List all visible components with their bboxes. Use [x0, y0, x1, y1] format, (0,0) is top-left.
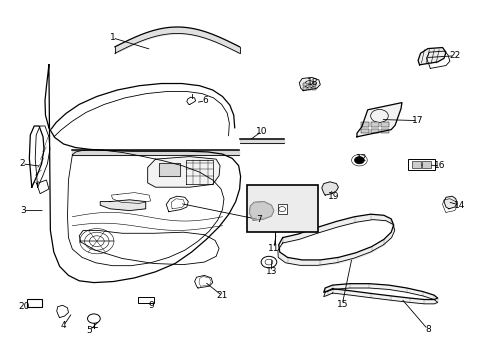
Text: 9: 9 [148, 302, 154, 310]
Text: 13: 13 [265, 267, 277, 276]
Bar [411, 161, 420, 168]
Text: 14: 14 [453, 201, 465, 210]
Bar [370, 129, 378, 133]
Bar [381, 122, 388, 127]
Polygon shape [417, 48, 445, 65]
Text: 5: 5 [86, 326, 92, 335]
Text: 18: 18 [306, 78, 318, 87]
Text: 3: 3 [20, 206, 26, 215]
Text: 21: 21 [216, 292, 228, 300]
Polygon shape [159, 163, 180, 176]
Bar [422, 161, 430, 168]
Bar [246, 185, 317, 232]
Text: 7: 7 [256, 215, 262, 224]
Bar [138, 297, 153, 303]
Bar [407, 159, 434, 170]
Polygon shape [100, 200, 145, 211]
Circle shape [354, 157, 364, 164]
Bar [381, 129, 388, 133]
Polygon shape [356, 103, 401, 137]
Text: 22: 22 [448, 51, 460, 60]
Text: 16: 16 [433, 161, 445, 170]
Bar [307, 83, 311, 86]
Bar [302, 87, 306, 90]
Polygon shape [443, 196, 456, 209]
Text: 12: 12 [355, 154, 367, 163]
Text: 15: 15 [336, 300, 347, 309]
Bar [360, 122, 368, 127]
Text: 2: 2 [19, 159, 25, 168]
Polygon shape [321, 182, 338, 195]
Polygon shape [249, 202, 273, 220]
Bar [370, 122, 378, 127]
Polygon shape [299, 77, 320, 91]
Bar [312, 83, 316, 86]
Bar [307, 87, 311, 90]
Bar [312, 87, 316, 90]
Text: 20: 20 [19, 302, 30, 311]
Text: 19: 19 [327, 192, 339, 201]
Polygon shape [147, 157, 220, 187]
Text: 1: 1 [109, 33, 115, 42]
Text: 10: 10 [255, 127, 267, 136]
Bar [27, 299, 41, 307]
Bar [277, 204, 286, 214]
Text: 17: 17 [411, 116, 423, 125]
Text: 4: 4 [61, 321, 66, 330]
Bar [360, 129, 368, 133]
Text: 8: 8 [424, 325, 430, 334]
Bar [302, 83, 306, 86]
Text: 6: 6 [202, 96, 208, 105]
Text: 11: 11 [267, 244, 279, 253]
